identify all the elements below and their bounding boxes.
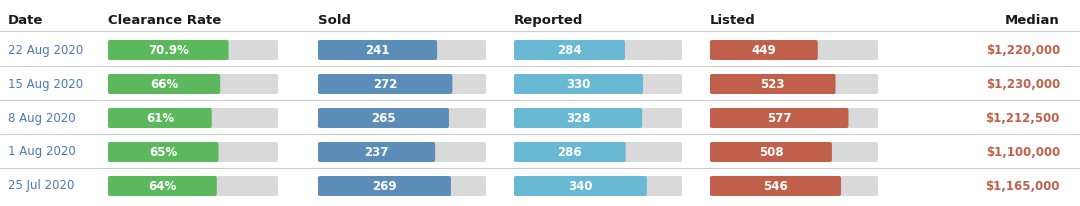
FancyBboxPatch shape (318, 142, 486, 162)
FancyBboxPatch shape (108, 40, 278, 60)
FancyBboxPatch shape (108, 74, 220, 94)
FancyBboxPatch shape (514, 74, 681, 94)
FancyBboxPatch shape (710, 40, 878, 60)
FancyBboxPatch shape (514, 108, 681, 128)
FancyBboxPatch shape (108, 176, 278, 196)
FancyBboxPatch shape (318, 40, 437, 60)
Text: 523: 523 (760, 77, 785, 90)
FancyBboxPatch shape (318, 176, 451, 196)
FancyBboxPatch shape (108, 108, 212, 128)
Text: Reported: Reported (514, 14, 583, 27)
Text: 330: 330 (566, 77, 591, 90)
Text: $1,212,500: $1,212,500 (986, 111, 1059, 124)
FancyBboxPatch shape (710, 176, 878, 196)
FancyBboxPatch shape (318, 108, 486, 128)
Text: 70.9%: 70.9% (148, 43, 189, 56)
Text: 328: 328 (566, 111, 591, 124)
FancyBboxPatch shape (514, 142, 681, 162)
FancyBboxPatch shape (318, 74, 486, 94)
Text: 1 Aug 2020: 1 Aug 2020 (8, 145, 76, 158)
Text: $1,220,000: $1,220,000 (986, 43, 1059, 56)
FancyBboxPatch shape (514, 74, 643, 94)
Text: 22 Aug 2020: 22 Aug 2020 (8, 43, 83, 56)
Text: 546: 546 (764, 179, 788, 192)
Text: 66%: 66% (150, 77, 178, 90)
Text: 265: 265 (372, 111, 395, 124)
FancyBboxPatch shape (514, 142, 625, 162)
Text: 449: 449 (752, 43, 777, 56)
FancyBboxPatch shape (318, 74, 453, 94)
FancyBboxPatch shape (710, 74, 836, 94)
FancyBboxPatch shape (514, 40, 681, 60)
Text: Listed: Listed (710, 14, 756, 27)
Text: 64%: 64% (148, 179, 176, 192)
Text: 577: 577 (767, 111, 792, 124)
Text: 25 Jul 2020: 25 Jul 2020 (8, 179, 75, 192)
Text: $1,230,000: $1,230,000 (986, 77, 1059, 90)
FancyBboxPatch shape (514, 176, 647, 196)
FancyBboxPatch shape (710, 176, 841, 196)
FancyBboxPatch shape (318, 142, 435, 162)
Text: 8 Aug 2020: 8 Aug 2020 (8, 111, 76, 124)
Text: 286: 286 (557, 145, 582, 158)
Text: 237: 237 (364, 145, 389, 158)
FancyBboxPatch shape (710, 108, 878, 128)
Text: 272: 272 (373, 77, 397, 90)
FancyBboxPatch shape (108, 176, 217, 196)
FancyBboxPatch shape (514, 40, 625, 60)
FancyBboxPatch shape (710, 142, 878, 162)
Text: $1,100,000: $1,100,000 (986, 145, 1059, 158)
FancyBboxPatch shape (710, 74, 878, 94)
FancyBboxPatch shape (108, 108, 278, 128)
Text: Sold: Sold (318, 14, 351, 27)
FancyBboxPatch shape (710, 142, 832, 162)
Text: $1,165,000: $1,165,000 (986, 179, 1059, 192)
Text: 241: 241 (365, 43, 390, 56)
FancyBboxPatch shape (108, 142, 218, 162)
Text: 284: 284 (557, 43, 582, 56)
FancyBboxPatch shape (318, 176, 486, 196)
Text: 65%: 65% (149, 145, 177, 158)
FancyBboxPatch shape (514, 176, 681, 196)
FancyBboxPatch shape (108, 40, 229, 60)
Text: 61%: 61% (146, 111, 174, 124)
FancyBboxPatch shape (710, 108, 849, 128)
Text: 15 Aug 2020: 15 Aug 2020 (8, 77, 83, 90)
FancyBboxPatch shape (318, 40, 486, 60)
Text: Median: Median (1005, 14, 1059, 27)
FancyBboxPatch shape (108, 142, 278, 162)
FancyBboxPatch shape (710, 40, 818, 60)
FancyBboxPatch shape (108, 74, 278, 94)
Text: 269: 269 (373, 179, 396, 192)
Text: Date: Date (8, 14, 43, 27)
Text: Clearance Rate: Clearance Rate (108, 14, 221, 27)
FancyBboxPatch shape (318, 108, 449, 128)
FancyBboxPatch shape (514, 108, 643, 128)
Text: 508: 508 (758, 145, 783, 158)
Text: 340: 340 (568, 179, 593, 192)
